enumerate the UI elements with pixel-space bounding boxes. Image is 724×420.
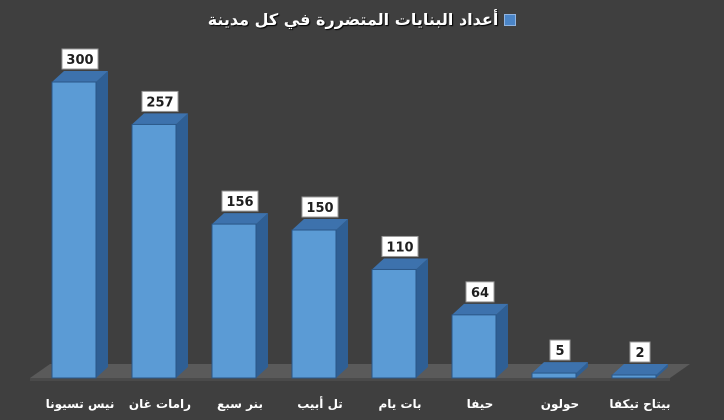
bar-side-3: [336, 219, 348, 378]
category-label-6: حولون: [541, 397, 579, 412]
chart-floor-edge: [30, 378, 670, 381]
data-label-5: 64: [471, 286, 489, 301]
chart-floor: [30, 364, 690, 378]
data-label-box-4: [381, 235, 419, 257]
bar-2: [211, 223, 257, 379]
bar-side-4: [416, 258, 428, 378]
data-label-box-3: [301, 196, 339, 218]
data-label-6: 5: [555, 344, 564, 359]
data-label-1: 257: [146, 95, 173, 110]
bar-top-0: [52, 71, 108, 82]
bar-side-6: [576, 362, 588, 378]
data-label-3: 150: [306, 201, 333, 216]
category-label-7: بيتاح تيكفا: [609, 397, 670, 411]
data-label-box-0: [61, 48, 99, 70]
bar-1: [131, 123, 177, 379]
category-label-4: بات يام: [378, 397, 421, 412]
bar-side-0: [96, 71, 108, 378]
data-label-box-6: [549, 339, 571, 361]
bar-top-5: [452, 303, 508, 315]
category-label-2: بنر سبع: [217, 397, 263, 411]
bar-7: [611, 374, 657, 379]
data-label-box-1: [141, 90, 179, 112]
data-label-2: 156: [226, 195, 253, 210]
data-label-0: 300: [66, 53, 93, 68]
data-label-7: 2: [635, 346, 644, 361]
bar-6: [531, 372, 577, 379]
category-label-3: تل أبيب: [297, 396, 343, 411]
bar-top-2: [212, 213, 268, 225]
data-label-4: 110: [386, 240, 413, 255]
bar-side-5: [496, 303, 508, 378]
bar-side-7: [656, 364, 668, 378]
legend-swatch: [504, 13, 517, 26]
bar-top-3: [292, 219, 348, 230]
data-label-box-7: [629, 341, 651, 363]
bar-top-6: [532, 362, 588, 374]
category-label-1: رامات غان: [129, 397, 191, 411]
chart-legend: أعداد البنايات المتضررة في كل مدينة: [0, 10, 724, 29]
bar-side-1: [176, 113, 188, 378]
data-label-box-2: [221, 190, 259, 212]
bar-side-2: [256, 213, 268, 378]
bar-top-1: [132, 113, 188, 125]
bar-top-4: [372, 258, 428, 270]
chart-title: أعداد البنايات المتضررة في كل مدينة: [207, 10, 499, 29]
bar-top-7: [612, 364, 668, 375]
bar-3: [291, 229, 337, 379]
bar-4: [371, 268, 417, 379]
bar-5: [451, 314, 497, 379]
category-label-5: حيفا: [467, 397, 494, 411]
bar-0: [51, 81, 97, 379]
data-label-box-5: [465, 281, 495, 303]
category-label-0: نيس تسيونا: [46, 397, 115, 412]
